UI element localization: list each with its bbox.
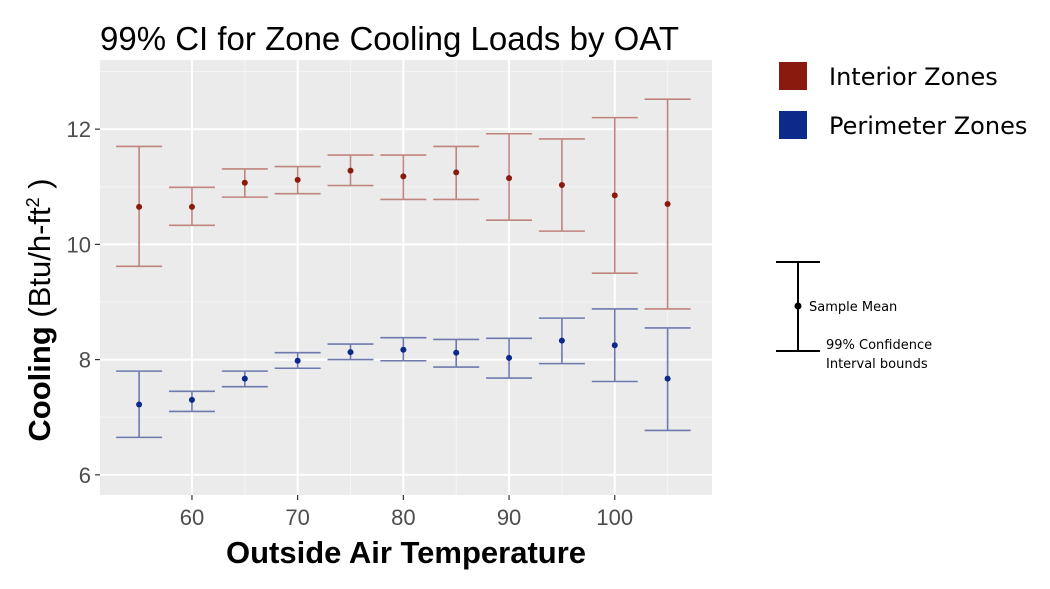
y-tick-label: 6 (79, 463, 91, 488)
mean-point (558, 182, 565, 189)
y-axis-label-sup: 2 (23, 197, 43, 207)
y-axis-ticks: 6 8 10 12 (67, 117, 100, 488)
legend-label: Interior Zones (829, 63, 998, 91)
mean-point (453, 169, 460, 176)
y-tick-label: 12 (67, 117, 91, 142)
series-interior-zones (116, 98, 691, 310)
mean-point (347, 349, 354, 356)
mean-point (241, 375, 248, 382)
mean-point (506, 354, 513, 361)
key-mean-point (794, 302, 802, 310)
mean-point (188, 203, 195, 210)
plot-panel (100, 60, 712, 495)
y-tick-label: 10 (67, 232, 91, 257)
mean-point (294, 176, 301, 183)
x-axis-label: Outside Air Temperature (226, 535, 586, 570)
mean-point (241, 179, 248, 186)
mean-point (400, 173, 407, 180)
error-bar-key: Sample Mean 99% Confidence Interval boun… (776, 261, 932, 372)
y-axis-label: Cooling (Btu/h-ft2 ) (22, 178, 57, 441)
mean-point (664, 375, 671, 382)
legend-label: Perimeter Zones (829, 112, 1027, 140)
legend-swatch (779, 111, 807, 139)
x-tick-label: 70 (285, 505, 309, 530)
mean-point (400, 346, 407, 353)
mean-point (347, 167, 354, 174)
series-layer (116, 98, 691, 439)
mean-point (664, 201, 671, 208)
y-axis-label-main: Cooling (22, 326, 57, 441)
x-tick-label: 90 (497, 505, 521, 530)
series-perimeter-zones (116, 308, 691, 439)
y-axis-label-unit: (Btu/h-ft (22, 207, 57, 326)
x-tick-label: 100 (596, 505, 633, 530)
mean-point (611, 192, 618, 199)
mean-point (188, 396, 195, 403)
mean-point (294, 357, 301, 364)
key-mean-label: Sample Mean (809, 300, 897, 315)
mean-point (136, 203, 143, 210)
key-bounds-label-1: 99% Confidence (826, 338, 932, 353)
mean-point (453, 349, 460, 356)
legend-swatch (779, 62, 807, 90)
x-axis-ticks: 60 70 80 90 100 (180, 495, 633, 530)
key-bounds-label-2: Interval bounds (826, 357, 928, 372)
mean-point (611, 342, 618, 349)
y-tick-label: 8 (79, 348, 91, 373)
x-tick-label: 60 (180, 505, 204, 530)
chart-title: 99% CI for Zone Cooling Loads by OAT (100, 20, 679, 57)
y-axis-label-close: ) (22, 178, 57, 197)
mean-point (506, 175, 513, 182)
mean-point (136, 401, 143, 408)
mean-point (558, 337, 565, 344)
x-tick-label: 80 (391, 505, 415, 530)
legend: Interior Zones Perimeter Zones (779, 62, 1027, 140)
